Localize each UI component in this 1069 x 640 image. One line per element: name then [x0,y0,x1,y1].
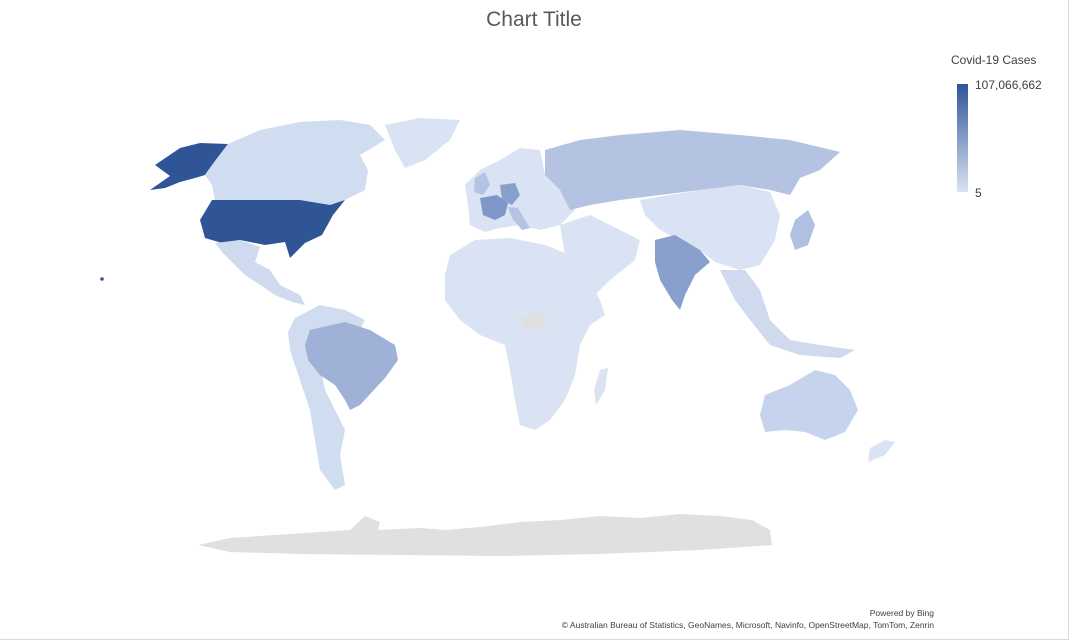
legend-title: Covid-19 Cases [951,53,1037,67]
region-japan[interactable] [790,210,815,250]
powered-by-label: Powered by Bing [869,608,934,618]
map-credits: Powered by Bing © Australian Bureau of S… [562,607,934,631]
region-central-africa-nodata[interactable] [520,312,550,330]
region-hawaii[interactable] [100,277,104,281]
chart-title[interactable]: Chart Title [486,8,582,31]
region-canada[interactable] [205,120,385,205]
region-india[interactable] [655,235,710,310]
region-australia[interactable] [760,370,858,440]
legend-min-label: 5 [975,186,982,200]
attribution-label: © Australian Bureau of Statistics, GeoNa… [561,620,934,630]
region-brazil[interactable] [305,322,398,410]
region-usa[interactable] [200,200,345,258]
region-france[interactable] [480,195,508,220]
region-madagascar[interactable] [594,368,608,405]
region-se-asia[interactable] [720,270,855,358]
region-antarctica[interactable] [198,514,772,556]
region-mexico[interactable] [215,240,305,305]
region-greenland[interactable] [385,118,460,168]
region-italy[interactable] [508,207,530,230]
region-russia[interactable] [545,130,840,210]
region-china[interactable] [640,185,780,270]
region-alaska[interactable] [150,143,228,190]
region-uk[interactable] [474,172,490,195]
legend-max-label: 107,066,662 [975,78,1042,92]
region-new-zealand[interactable] [868,440,895,462]
region-germany[interactable] [500,183,520,205]
legend-color-scale [957,84,968,192]
region-africa[interactable] [445,238,605,430]
